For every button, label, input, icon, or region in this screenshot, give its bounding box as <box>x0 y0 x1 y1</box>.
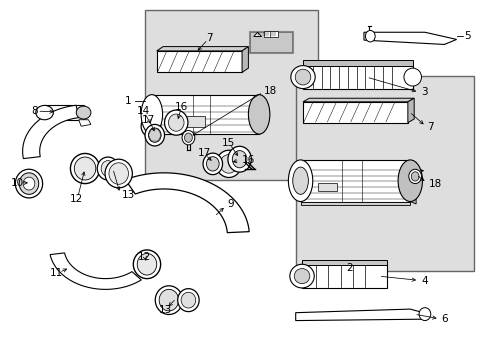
Text: 1: 1 <box>125 96 131 106</box>
Ellipse shape <box>290 66 315 89</box>
Polygon shape <box>303 98 413 102</box>
Ellipse shape <box>15 169 42 198</box>
Ellipse shape <box>23 177 35 190</box>
Ellipse shape <box>177 289 199 312</box>
Text: 3: 3 <box>420 87 427 97</box>
Text: 14: 14 <box>136 106 149 116</box>
Ellipse shape <box>159 289 178 311</box>
Ellipse shape <box>216 150 241 177</box>
Ellipse shape <box>70 153 100 184</box>
Ellipse shape <box>109 163 128 184</box>
Ellipse shape <box>133 250 160 279</box>
Ellipse shape <box>295 69 310 85</box>
Ellipse shape <box>403 68 421 86</box>
Text: 12: 12 <box>138 252 151 262</box>
Text: 2: 2 <box>346 263 352 273</box>
Polygon shape <box>300 202 409 205</box>
Ellipse shape <box>248 95 269 134</box>
Ellipse shape <box>408 169 421 184</box>
Bar <box>317 183 336 191</box>
Polygon shape <box>363 32 456 44</box>
Polygon shape <box>295 309 429 320</box>
Text: 17: 17 <box>198 148 211 158</box>
Text: 16: 16 <box>241 155 254 165</box>
Text: 4: 4 <box>420 276 427 286</box>
Ellipse shape <box>141 95 162 134</box>
Ellipse shape <box>74 157 96 180</box>
Text: 17: 17 <box>141 115 154 125</box>
Polygon shape <box>253 32 261 37</box>
Bar <box>157 51 242 72</box>
Ellipse shape <box>397 160 422 202</box>
Bar <box>44 105 83 120</box>
Ellipse shape <box>220 154 237 173</box>
Bar <box>303 102 407 123</box>
Text: 6: 6 <box>441 315 447 324</box>
Polygon shape <box>242 46 248 72</box>
Text: 13: 13 <box>122 190 135 200</box>
Text: 7: 7 <box>205 33 212 43</box>
Ellipse shape <box>182 131 194 145</box>
Ellipse shape <box>184 133 192 142</box>
Ellipse shape <box>97 157 119 180</box>
Bar <box>144 10 317 180</box>
Ellipse shape <box>289 264 314 288</box>
Ellipse shape <box>168 114 183 131</box>
Ellipse shape <box>365 31 374 42</box>
Text: 16: 16 <box>174 102 187 112</box>
Polygon shape <box>409 160 415 204</box>
Bar <box>300 160 409 202</box>
Polygon shape <box>22 105 79 159</box>
Bar <box>152 95 259 134</box>
Text: 5: 5 <box>463 31 469 41</box>
Text: 18: 18 <box>264 86 277 96</box>
Ellipse shape <box>76 106 91 119</box>
Ellipse shape <box>141 116 160 137</box>
Ellipse shape <box>148 128 161 142</box>
Bar <box>250 32 292 51</box>
Ellipse shape <box>145 125 164 146</box>
Ellipse shape <box>105 159 132 188</box>
Text: 13: 13 <box>159 305 172 315</box>
Text: 8: 8 <box>31 106 38 116</box>
Polygon shape <box>79 120 91 126</box>
Text: 9: 9 <box>227 199 234 210</box>
Bar <box>303 59 412 66</box>
Bar <box>176 116 205 127</box>
Ellipse shape <box>181 292 195 308</box>
Ellipse shape <box>155 286 182 315</box>
Text: !: ! <box>256 33 258 38</box>
Ellipse shape <box>227 146 251 172</box>
Bar <box>303 65 412 89</box>
Bar <box>295 76 473 271</box>
Polygon shape <box>157 46 248 51</box>
Polygon shape <box>50 253 141 289</box>
Text: 18: 18 <box>427 179 441 189</box>
Ellipse shape <box>418 308 430 320</box>
Ellipse shape <box>203 153 222 175</box>
Ellipse shape <box>206 157 219 171</box>
Text: 15: 15 <box>222 138 235 148</box>
Ellipse shape <box>144 119 157 134</box>
Ellipse shape <box>164 110 187 135</box>
Text: 11: 11 <box>50 268 63 278</box>
Ellipse shape <box>36 105 53 120</box>
Bar <box>249 31 293 53</box>
Ellipse shape <box>19 173 39 194</box>
Ellipse shape <box>101 161 115 176</box>
Bar <box>302 260 386 265</box>
Ellipse shape <box>292 167 308 194</box>
Bar <box>302 264 386 288</box>
Ellipse shape <box>410 172 418 181</box>
Text: 10: 10 <box>11 178 24 188</box>
Ellipse shape <box>288 160 312 202</box>
Polygon shape <box>125 173 249 233</box>
Ellipse shape <box>137 253 157 275</box>
Ellipse shape <box>232 150 246 168</box>
Text: 7: 7 <box>427 122 433 132</box>
Polygon shape <box>407 98 413 123</box>
Bar <box>264 31 277 37</box>
Ellipse shape <box>294 269 309 284</box>
Text: 12: 12 <box>69 194 83 204</box>
